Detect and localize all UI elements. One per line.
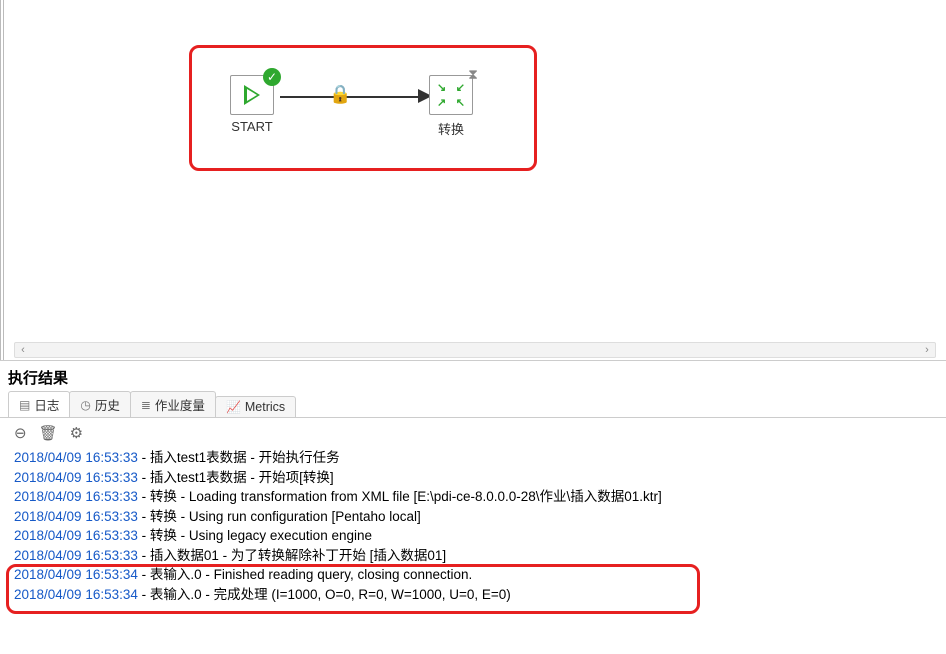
log-icon: ▤ <box>19 398 30 412</box>
log-output[interactable]: 2018/04/09 16:53:33 - 插入test1表数据 - 开始执行任… <box>0 446 946 611</box>
log-timestamp: 2018/04/09 16:53:33 <box>14 470 138 485</box>
log-message: - 插入test1表数据 - 开始项[转换] <box>138 470 334 485</box>
job-canvas[interactable]: ✓ START 🔒 ↘ ↙ ↗ ↖ ⧗ 转换 ‹ › <box>0 0 946 360</box>
metrics-icon: 📈 <box>226 400 241 414</box>
log-toolbar: ⊖ 🗑 ⚙ <box>0 418 946 446</box>
running-hourglass-icon: ⧗ <box>468 66 478 83</box>
log-timestamp: 2018/04/09 16:53:33 <box>14 548 138 563</box>
log-line: 2018/04/09 16:53:33 - 插入数据01 - 为了转换解除补丁开… <box>14 546 946 566</box>
start-icon: ✓ <box>230 75 274 115</box>
jobmetrics-icon: ≣ <box>141 398 151 412</box>
tab-metrics[interactable]: 📈 Metrics <box>215 396 296 417</box>
node-label: 转换 <box>429 119 473 138</box>
log-message: - 转换 - Using run configuration [Pentaho … <box>138 509 421 524</box>
horizontal-scrollbar[interactable]: ‹ › <box>14 342 936 358</box>
tab-history[interactable]: ◷ 历史 <box>69 391 131 417</box>
job-node-start[interactable]: ✓ START <box>230 75 274 134</box>
lock-icon: 🔒 <box>329 84 351 105</box>
clear-log-button[interactable]: 🗑 <box>39 424 58 442</box>
log-line: 2018/04/09 16:53:33 - 插入test1表数据 - 开始执行任… <box>14 448 946 468</box>
job-node-transformation[interactable]: ↘ ↙ ↗ ↖ ⧗ 转换 <box>429 75 473 138</box>
log-message: - 转换 - Using legacy execution engine <box>138 528 372 543</box>
success-badge-icon: ✓ <box>263 68 281 86</box>
log-message: - 插入test1表数据 - 开始执行任务 <box>138 450 340 465</box>
transformation-icon: ↘ ↙ ↗ ↖ ⧗ <box>429 75 473 115</box>
log-line: 2018/04/09 16:53:33 - 插入test1表数据 - 开始项[转… <box>14 468 946 488</box>
log-settings-button[interactable]: ⚙ <box>70 424 83 442</box>
stop-button[interactable]: ⊖ <box>14 424 27 442</box>
log-line: 2018/04/09 16:53:34 - 表输入.0 - Finished r… <box>14 565 946 585</box>
results-tabs: ▤ 日志 ◷ 历史 ≣ 作业度量 📈 Metrics <box>0 392 946 418</box>
log-timestamp: 2018/04/09 16:53:34 <box>14 567 138 582</box>
log-line: 2018/04/09 16:53:33 - 转换 - Using run con… <box>14 507 946 527</box>
log-message: - 插入数据01 - 为了转换解除补丁开始 [插入数据01] <box>138 548 446 563</box>
log-timestamp: 2018/04/09 16:53:33 <box>14 509 138 524</box>
tab-job-metrics[interactable]: ≣ 作业度量 <box>130 391 216 417</box>
node-label: START <box>230 119 274 134</box>
log-line: 2018/04/09 16:53:33 - 转换 - Using legacy … <box>14 526 946 546</box>
log-message: - 表输入.0 - Finished reading query, closin… <box>138 567 472 582</box>
tab-log[interactable]: ▤ 日志 <box>8 391 70 417</box>
history-icon: ◷ <box>80 398 90 412</box>
tab-label: 作业度量 <box>155 395 205 414</box>
tab-label: 历史 <box>95 395 120 414</box>
results-title: 执行结果 <box>0 361 946 392</box>
log-message: - 转换 - Loading transformation from XML f… <box>138 489 662 504</box>
log-timestamp: 2018/04/09 16:53:33 <box>14 489 138 504</box>
log-line: 2018/04/09 16:53:34 - 表输入.0 - 完成处理 (I=10… <box>14 585 946 605</box>
log-line: 2018/04/09 16:53:33 - 转换 - Loading trans… <box>14 487 946 507</box>
execution-results-panel: 执行结果 ▤ 日志 ◷ 历史 ≣ 作业度量 📈 Metrics ⊖ 🗑 ⚙ 20… <box>0 360 946 654</box>
log-message: - 表输入.0 - 完成处理 (I=1000, O=0, R=0, W=1000… <box>138 587 511 602</box>
log-timestamp: 2018/04/09 16:53:33 <box>14 450 138 465</box>
log-timestamp: 2018/04/09 16:53:33 <box>14 528 138 543</box>
tab-label: Metrics <box>245 400 285 414</box>
tab-label: 日志 <box>34 395 59 414</box>
log-timestamp: 2018/04/09 16:53:34 <box>14 587 138 602</box>
